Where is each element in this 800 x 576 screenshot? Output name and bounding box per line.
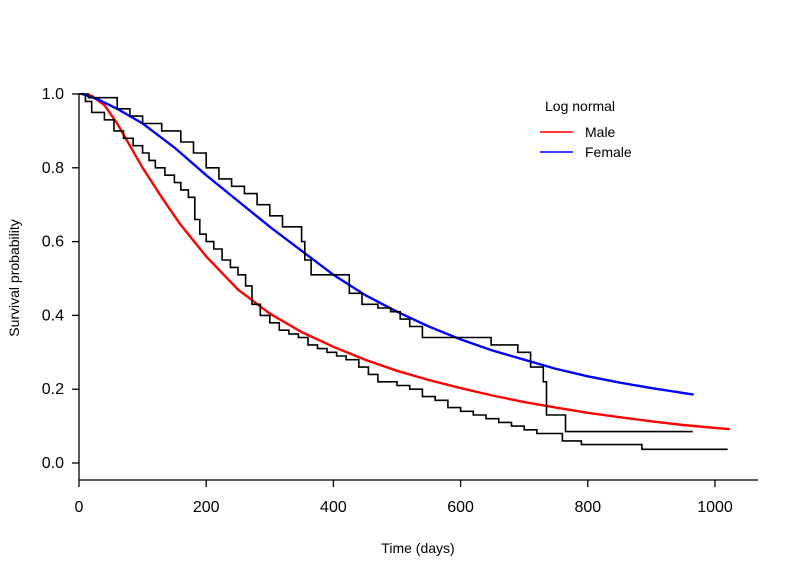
y-tick-label: 1.0 <box>42 86 64 103</box>
legend: Log normal Male Female <box>540 98 632 160</box>
km-step-curve-3 <box>79 93 693 433</box>
legend-label-female: Female <box>585 144 632 160</box>
y-tick-label: 0.8 <box>42 160 64 177</box>
y-tick-label: 0.0 <box>42 455 64 472</box>
x-tick-label: 0 <box>75 499 84 516</box>
x-tick-label: 400 <box>320 499 347 516</box>
y-axis-title: Survival probability <box>6 219 22 337</box>
km-step-curve-2 <box>79 93 728 451</box>
series-layer <box>79 92 731 451</box>
legend-title: Log normal <box>545 98 615 114</box>
y-tick-label: 0.2 <box>42 381 64 398</box>
axes <box>78 93 758 481</box>
x-tick-label: 600 <box>447 499 474 516</box>
fitted-curve-male <box>81 92 731 431</box>
x-ticks: 0 200 400 600 800 1000 <box>75 480 733 516</box>
x-axis-title: Time (days) <box>381 540 454 556</box>
legend-label-male: Male <box>585 124 616 140</box>
y-ticks: 0.0 0.2 0.4 0.6 0.8 1.0 <box>42 86 79 472</box>
x-tick-label: 200 <box>193 499 220 516</box>
y-tick-label: 0.4 <box>42 307 64 324</box>
fitted-curve-female <box>81 92 694 396</box>
y-tick-label: 0.6 <box>42 234 64 251</box>
x-tick-label: 800 <box>574 499 601 516</box>
x-tick-label: 1000 <box>697 499 733 516</box>
